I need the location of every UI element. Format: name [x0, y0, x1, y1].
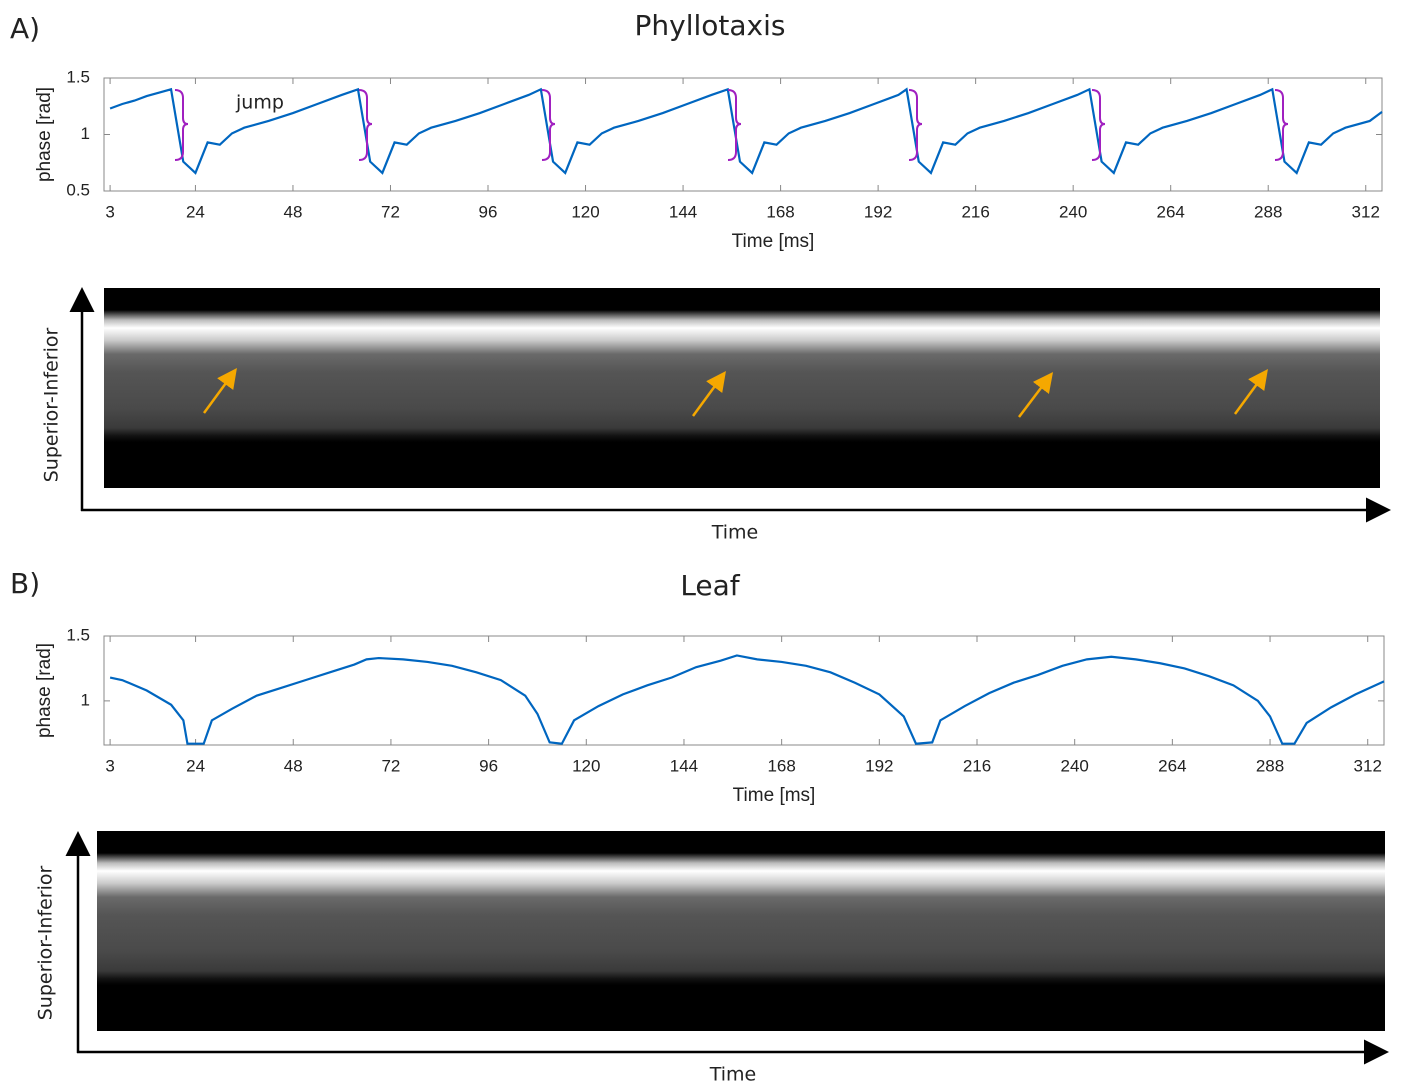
x-tick-label: 168: [767, 756, 795, 775]
image-y-label: Superior-Inferior: [41, 328, 63, 483]
x-tick-label: 192: [864, 202, 892, 221]
x-tick-label: 24: [186, 202, 205, 221]
x-tick-label: 240: [1059, 202, 1087, 221]
chart-title: Phyllotaxis: [635, 9, 786, 42]
y-tick-label: 1.5: [66, 625, 90, 644]
x-tick-label: 144: [670, 756, 698, 775]
x-tick-label: 312: [1352, 202, 1380, 221]
x-tick-label: 48: [284, 756, 303, 775]
x-tick-label: 144: [669, 202, 697, 221]
image-y-label: Superior-Inferior: [35, 866, 57, 1021]
x-tick-label: 3: [105, 756, 114, 775]
x-tick-label: 264: [1157, 202, 1185, 221]
x-tick-label: 48: [283, 202, 302, 221]
x-tick-label: 264: [1158, 756, 1186, 775]
x-tick-label: 288: [1254, 202, 1282, 221]
y-tick-label: 1: [81, 124, 90, 143]
panel-label: A): [10, 12, 40, 45]
x-tick-label: 120: [572, 756, 600, 775]
plot-frame: [104, 78, 1382, 191]
image: [104, 288, 1380, 488]
image: [97, 831, 1385, 1031]
x-tick-label: 312: [1354, 756, 1382, 775]
y-axis-label: phase [rad]: [34, 643, 55, 738]
x-tick-label: 72: [381, 202, 400, 221]
chart-title: Leaf: [680, 569, 740, 602]
x-tick-label: 288: [1256, 756, 1284, 775]
x-tick-label: 3: [105, 202, 114, 221]
y-axis-label: phase [rad]: [34, 87, 55, 182]
x-tick-label: 96: [479, 202, 498, 221]
y-tick-label: 0.5: [66, 180, 90, 199]
x-tick-label: 120: [571, 202, 599, 221]
panel-label: B): [10, 567, 40, 600]
x-tick-label: 96: [479, 756, 498, 775]
y-tick-label: 1: [81, 690, 90, 709]
x-tick-label: 216: [963, 756, 991, 775]
x-tick-label: 216: [961, 202, 989, 221]
y-tick-label: 1.5: [66, 67, 90, 86]
figure: A) Phyllotaxis Superior-Inferior Time B)…: [0, 0, 1402, 1084]
annotation: jump: [235, 92, 284, 114]
x-tick-label: 168: [766, 202, 794, 221]
x-tick-label: 192: [865, 756, 893, 775]
x-tick-label: 240: [1060, 756, 1088, 775]
x-tick-label: 72: [381, 756, 400, 775]
x-axis-label: Time [ms]: [732, 231, 815, 252]
image-x-label: Time: [711, 522, 759, 544]
x-tick-label: 24: [186, 756, 205, 775]
plot-frame: [104, 636, 1384, 745]
image-x-label: Time: [709, 1064, 757, 1084]
x-axis-label: Time [ms]: [733, 785, 816, 806]
